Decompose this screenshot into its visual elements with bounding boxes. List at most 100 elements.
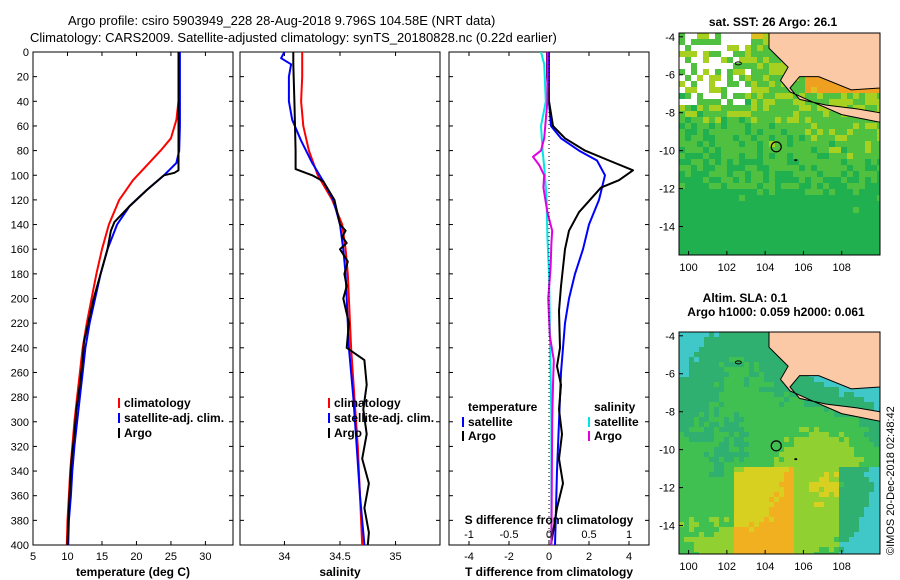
sla-map-cell bbox=[869, 552, 875, 554]
sst-map-cell bbox=[817, 237, 824, 244]
sla-map-cell bbox=[789, 402, 795, 408]
sla-map-cell bbox=[799, 427, 805, 433]
difference-legend-label-t: satellite bbox=[468, 415, 513, 429]
sla-map-cell bbox=[759, 437, 765, 443]
sla-map-cell bbox=[809, 507, 815, 513]
sla-map-cell bbox=[749, 397, 755, 403]
sst-map-cell bbox=[769, 135, 776, 142]
sla-map-cell bbox=[834, 527, 840, 533]
sla-map-cell bbox=[704, 527, 710, 533]
sla-map-cell bbox=[784, 552, 790, 554]
sst-map-cell bbox=[679, 105, 686, 112]
sst-map-cell bbox=[757, 87, 764, 94]
sst-map-cell bbox=[781, 129, 788, 136]
sla-map-cell bbox=[789, 407, 795, 413]
sla-map-cell bbox=[794, 482, 800, 488]
sst-map-cell bbox=[835, 189, 842, 196]
sst-map-cell bbox=[877, 159, 880, 166]
sla-map-cell bbox=[679, 432, 685, 438]
sla-map-cell bbox=[694, 417, 700, 423]
sst-map-cell bbox=[829, 135, 836, 142]
sla-map-cell bbox=[744, 372, 750, 378]
sst-map-cell bbox=[871, 171, 878, 178]
sla-map-cell bbox=[854, 482, 860, 488]
sla-map-cell bbox=[829, 387, 835, 393]
sla-map-cell bbox=[829, 382, 835, 388]
sst-map-cell bbox=[865, 93, 872, 100]
sla-map-cell bbox=[869, 532, 875, 538]
sla-map-cell bbox=[704, 362, 710, 368]
sla-map-cell bbox=[714, 382, 720, 388]
sla-map-cell bbox=[744, 437, 750, 443]
sla-map-cell bbox=[859, 507, 865, 513]
sst-map-cell bbox=[859, 231, 866, 238]
sla-map-cell bbox=[694, 542, 700, 548]
sla-map-cell bbox=[779, 477, 785, 483]
sla-map-cell bbox=[829, 547, 835, 553]
sst-map-cell bbox=[679, 63, 686, 70]
sst-map-cell bbox=[709, 81, 716, 88]
sla-map-cell bbox=[684, 392, 690, 398]
sst-map-ytick-label: -4 bbox=[665, 32, 675, 44]
sst-map-cell bbox=[775, 195, 782, 202]
sla-map-cell bbox=[754, 457, 760, 463]
sst-map-cell bbox=[817, 117, 824, 124]
sst-map-cell bbox=[799, 213, 806, 220]
sla-map-cell bbox=[779, 437, 785, 443]
sla-map-cell bbox=[819, 397, 825, 403]
sst-map-xtick-label: 102 bbox=[718, 262, 736, 274]
sst-map-cell bbox=[859, 213, 866, 220]
sst-map-cell bbox=[781, 189, 788, 196]
sla-map-cell bbox=[734, 492, 740, 498]
sst-map-ytick-label: -12 bbox=[659, 184, 675, 196]
sla-map-cell bbox=[759, 467, 765, 473]
sla-map-cell bbox=[704, 532, 710, 538]
sst-map-cell bbox=[847, 99, 854, 106]
sst-map-cell bbox=[775, 105, 782, 112]
sst-map-cell bbox=[805, 129, 812, 136]
sla-map-cell bbox=[869, 517, 875, 523]
sst-map-cell bbox=[853, 87, 860, 94]
sst-map-cell bbox=[799, 147, 806, 154]
sla-map-cell bbox=[824, 437, 830, 443]
sst-map-cell bbox=[727, 207, 734, 214]
sla-map-cell bbox=[709, 407, 715, 413]
sst-map-cell bbox=[751, 51, 758, 58]
sla-map-cell bbox=[714, 362, 720, 368]
sst-map-cell bbox=[757, 249, 764, 255]
sla-map-cell bbox=[774, 517, 780, 523]
sla-map-cell bbox=[729, 417, 735, 423]
sla-map-cell bbox=[694, 337, 700, 343]
sla-map-cell bbox=[759, 522, 765, 528]
sst-map-cell bbox=[877, 171, 880, 178]
sst-map-cell bbox=[781, 177, 788, 184]
sla-map-cell bbox=[854, 442, 860, 448]
sla-map-cell bbox=[859, 392, 865, 398]
sla-map-cell bbox=[734, 342, 740, 348]
sla-map-cell bbox=[829, 492, 835, 498]
sla-map-cell bbox=[834, 547, 840, 553]
sla-map-cell bbox=[854, 427, 860, 433]
sla-map-cell bbox=[759, 392, 765, 398]
sst-map-cell bbox=[847, 219, 854, 226]
sla-map-cell bbox=[684, 522, 690, 528]
sst-map-cell bbox=[763, 237, 770, 244]
sla-map-cell bbox=[694, 427, 700, 433]
sla-map-cell bbox=[764, 512, 770, 518]
sst-map-cell bbox=[709, 213, 716, 220]
sst-map-cell bbox=[745, 69, 752, 76]
sst-map-cell bbox=[727, 123, 734, 130]
sst-map-cell bbox=[679, 201, 686, 208]
sla-map-cell bbox=[744, 487, 750, 493]
sst-map-cell bbox=[751, 219, 758, 226]
sst-map-cell bbox=[787, 99, 794, 106]
sla-map-cell bbox=[724, 482, 730, 488]
sst-map-cell bbox=[877, 201, 880, 208]
sla-map-cell bbox=[769, 367, 775, 373]
sla-map-cell bbox=[814, 452, 820, 458]
sst-map-cell bbox=[787, 153, 794, 160]
sst-map-cell bbox=[721, 69, 728, 76]
sla-map-cell bbox=[814, 482, 820, 488]
sla-map-cell bbox=[759, 332, 765, 338]
sst-map-cell bbox=[745, 141, 752, 148]
